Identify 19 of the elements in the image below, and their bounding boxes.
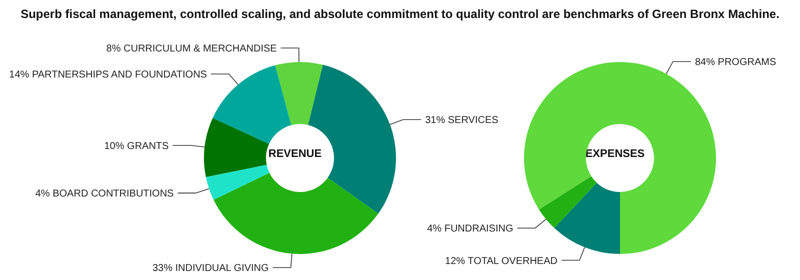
donut-slice — [206, 164, 270, 200]
slice-label: 14% PARTNERSHIPS AND FOUNDATIONS — [9, 69, 208, 80]
donut-slice — [212, 65, 292, 144]
text: EXPENSES — [585, 148, 645, 160]
donut-slice — [275, 62, 323, 126]
donut-slice — [538, 176, 597, 228]
slice-label: 84% PROGRAMS — [694, 57, 776, 68]
donut-slice — [214, 172, 378, 254]
slice-label: 8% CURRICULUM & MERCHANDISE — [106, 44, 278, 55]
slice-label: 4% FUNDRAISING — [427, 224, 514, 235]
slice-label: 12% TOTAL OVERHEAD — [445, 256, 558, 267]
slice-label: 33% INDIVIDUAL GIVING — [152, 263, 270, 274]
text: Superb fiscal management, controlled scaling, and absolute commitment to quality control are benchmarks of Green Bronx Machine. — [20, 6, 780, 23]
slice-label: 10% GRANTS — [104, 140, 170, 152]
slice-label: 4% BOARD CONTRIBUTIONS — [35, 188, 174, 200]
donut-slice — [204, 118, 270, 177]
text: REVENUE — [268, 148, 322, 160]
donut-slice — [554, 182, 620, 254]
slice-label: 31% SERVICES — [425, 115, 499, 126]
